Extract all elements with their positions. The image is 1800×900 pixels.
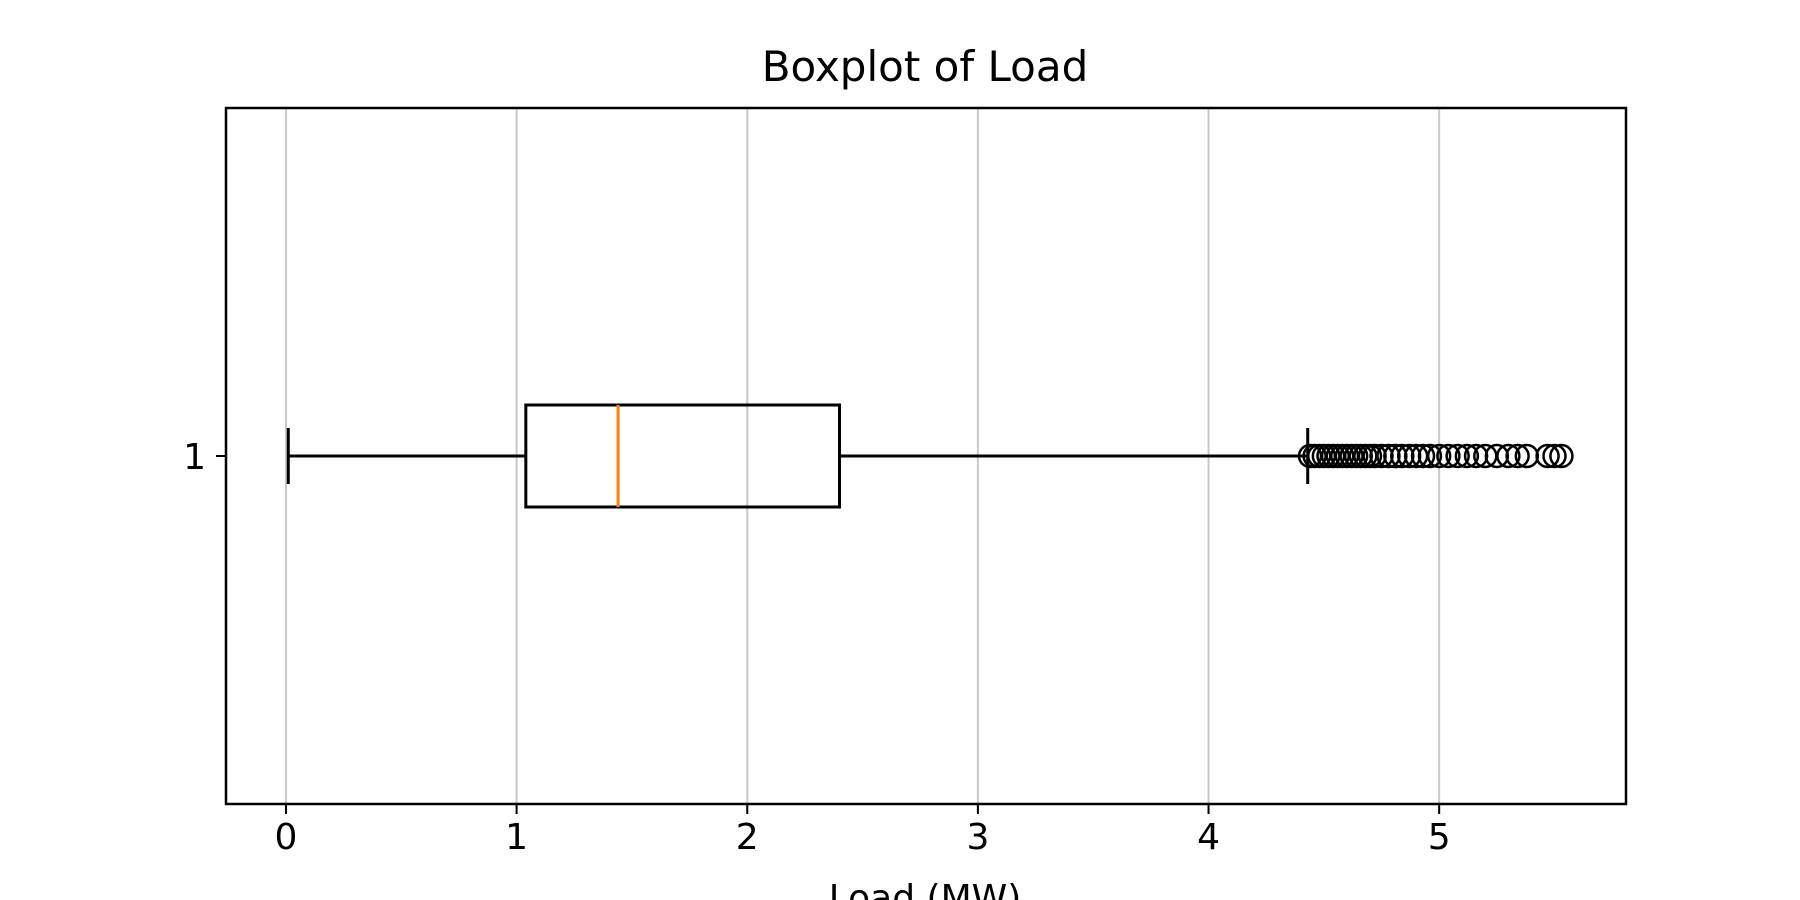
outliers — [1297, 443, 1574, 469]
chart-title: Boxplot of Load — [762, 42, 1089, 91]
outlier-point — [1417, 443, 1443, 469]
x-tick-label: 2 — [736, 817, 759, 858]
x-tick-label: 4 — [1197, 817, 1220, 858]
outlier-point — [1445, 443, 1470, 469]
y-axis-ticks: 1 — [183, 437, 226, 478]
outlier-point — [1496, 443, 1521, 469]
outlier-point — [1426, 443, 1452, 469]
outlier-point — [1436, 443, 1461, 469]
outlier-point — [1505, 443, 1530, 469]
x-axis-ticks: 0 1 2 3 4 5 — [275, 804, 1451, 858]
outlier-point — [1549, 443, 1574, 469]
outlier-point — [1542, 443, 1567, 469]
box-plot — [286, 403, 1310, 509]
x-tick-label: 1 — [505, 817, 528, 858]
outlier-point — [1410, 443, 1436, 469]
outlier-point — [1535, 443, 1560, 469]
x-axis-label: Load (MW) — [829, 878, 1022, 900]
x-tick-label: 0 — [275, 817, 298, 858]
x-tick-label: 5 — [1428, 817, 1451, 858]
x-tick-label: 3 — [966, 817, 989, 858]
interquartile-box — [524, 403, 842, 509]
outlier-point — [1454, 443, 1480, 469]
y-tick-label: 1 — [183, 437, 206, 478]
